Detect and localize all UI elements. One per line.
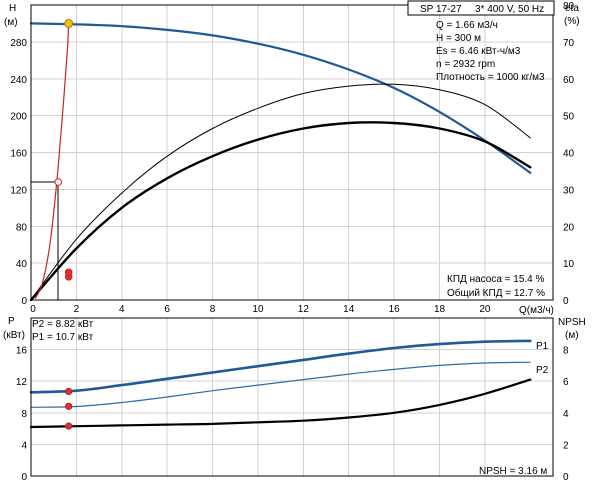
eta-tick-label-60: 60 <box>563 75 575 86</box>
eta-tick-label-10: 10 <box>563 259 575 270</box>
power-axis-label: P <box>8 316 15 327</box>
system-open-point-marker <box>54 178 63 186</box>
eta-tick-label-40: 40 <box>563 149 575 160</box>
x-tick-label-12: 12 <box>298 304 310 315</box>
p2-value: P2 = 8.82 кВт <box>32 319 94 330</box>
info-speed: n = 2932 rpm <box>436 59 495 70</box>
power-tick-label-12: 12 <box>16 377 28 388</box>
npsh-tick-label-4: 4 <box>563 409 569 420</box>
x-tick-label-16: 16 <box>389 304 401 315</box>
info-energy: Es = 6.46 кВт-ч/м3 <box>436 46 521 57</box>
eta-axis-label: eta <box>565 3 579 14</box>
x-tick-label-2: 2 <box>74 304 80 315</box>
head-tick-label-0: 0 <box>21 296 27 307</box>
pump-model: SP 17-27 <box>420 4 462 15</box>
p2-curve <box>30 361 531 408</box>
info-head: H = 300 м <box>436 33 481 44</box>
npsh-tick-label-8: 8 <box>563 346 569 357</box>
npsh-axis-label: NPSH <box>558 317 586 328</box>
p1-series-label: P1 <box>536 341 549 352</box>
power-supply: 3* 400 V, 50 Hz <box>475 4 544 15</box>
head-tick-label-120: 120 <box>10 185 27 196</box>
info-density: Плотность = 1000 кг/м3 <box>436 72 545 83</box>
eta-axis-unit: (%) <box>564 16 580 27</box>
eta-tick-label-50: 50 <box>563 112 575 123</box>
head-axis-label: H <box>9 3 16 14</box>
head-axis-unit: (м) <box>4 17 18 28</box>
npsh-tick-label-2: 2 <box>563 440 569 451</box>
total-efficiency: Общий КПД = 12.7 % <box>447 287 545 299</box>
tick-labels: 2 4 6 8 10 12 14 16 18 20004080120160200240280010… <box>10 1 575 483</box>
npsh-value: NPSH = 3.16 м <box>479 466 547 477</box>
flow-axis-label: Q(м3/ч) <box>519 305 554 316</box>
x-tick-label-10: 10 <box>252 304 264 315</box>
eta-tick-label-70: 70 <box>563 38 575 49</box>
power-info: P2 = 8.82 кВт P1 = 10.7 кВт <box>32 319 94 343</box>
bottom-plot-series <box>29 339 532 430</box>
header-box: SP 17-27 3* 400 V, 50 Hz <box>407 0 555 16</box>
top-plot-series <box>29 18 532 302</box>
info-flow: Q = 1.66 м3/ч <box>436 20 498 31</box>
x-tick-label-4: 4 <box>119 304 125 315</box>
npsh-tick-label-0: 0 <box>563 472 569 480</box>
p1-point-marker <box>65 387 73 396</box>
eta-tick-label-0: 0 <box>563 296 569 307</box>
head-curve <box>29 22 532 174</box>
x-tick-label-0: 0 <box>30 304 36 315</box>
eta-tick-label-20: 20 <box>563 222 575 233</box>
top-plot-frame <box>30 4 554 301</box>
pump-efficiency: КПД насоса = 15.4 % <box>447 274 545 285</box>
power-tick-label-0: 0 <box>21 472 27 480</box>
npsh-curve <box>29 378 532 429</box>
x-tick-label-20: 20 <box>479 304 491 315</box>
npsh-tick-label-6: 6 <box>563 377 569 388</box>
p2-point-marker <box>65 402 73 410</box>
axes-and-frame <box>30 4 554 477</box>
power-tick-label-16: 16 <box>16 346 28 357</box>
npsh-axis-unit: (м) <box>565 330 579 341</box>
head-tick-label-160: 160 <box>10 149 27 160</box>
system-curve <box>34 22 70 299</box>
power-tick-label-4: 4 <box>21 440 27 451</box>
npsh-point-marker <box>65 422 73 430</box>
eta-thick-curve <box>29 121 532 302</box>
p1-value: P1 = 10.7 кВт <box>32 332 94 343</box>
x-tick-label-6: 6 <box>164 304 170 315</box>
p2-series-label: P2 <box>536 365 549 376</box>
power-tick-label-8: 8 <box>21 409 27 420</box>
eta-point-2-marker <box>64 268 73 277</box>
x-tick-label-8: 8 <box>210 304 216 315</box>
duty-point-marker <box>64 18 74 28</box>
p1-curve <box>29 339 532 394</box>
head-tick-label-280: 280 <box>10 38 27 49</box>
eta-tick-label-80: 80 <box>563 1 575 12</box>
operating-info: Q = 1.66 м3/ч H = 300 м Es = 6.46 кВт-ч/… <box>436 20 545 83</box>
eta-thin-curve <box>30 83 531 301</box>
head-tick-label-80: 80 <box>16 222 28 233</box>
x-tick-label-14: 14 <box>343 304 355 315</box>
bottom-plot-frame <box>30 317 554 477</box>
head-tick-label-200: 200 <box>10 112 27 123</box>
efficiency-note: КПД насоса = 15.4 % Общий КПД = 12.7 % <box>447 274 545 299</box>
eta-tick-label-30: 30 <box>563 185 575 196</box>
power-axis-unit: (кВт) <box>3 330 25 341</box>
head-tick-label-40: 40 <box>16 259 28 270</box>
x-tick-label-18: 18 <box>434 304 446 315</box>
head-tick-label-240: 240 <box>10 75 27 86</box>
